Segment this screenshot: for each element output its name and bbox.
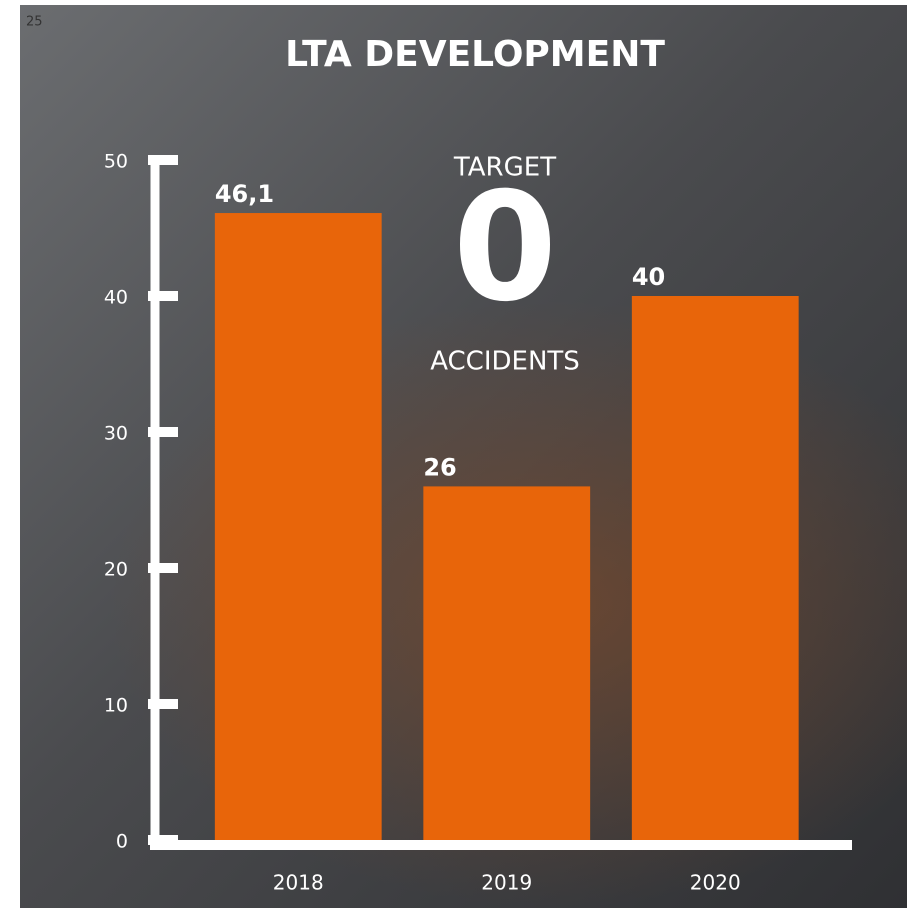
annotation-big: 0	[453, 161, 557, 335]
value-label: 40	[632, 263, 665, 291]
value-label: 46,1	[215, 180, 274, 208]
value-label: 26	[423, 453, 456, 481]
y-tick-label: 30	[104, 423, 128, 445]
page-number: 25	[26, 15, 43, 30]
bar	[214, 213, 382, 841]
y-tick-label: 40	[104, 287, 128, 309]
x-tick-label: 2018	[273, 871, 324, 895]
bar	[423, 486, 591, 840]
y-tick-label: 10	[104, 695, 128, 717]
y-tick-label: 0	[116, 831, 128, 853]
y-tick-label: 50	[104, 151, 128, 173]
y-tick-label: 20	[104, 559, 128, 581]
annotation: TARGET	[453, 153, 556, 183]
annotation: ACCIDENTS	[430, 347, 580, 377]
bar	[631, 296, 799, 840]
x-tick-label: 2019	[481, 871, 532, 895]
x-tick-label: 2020	[690, 871, 741, 895]
chart-title: LTA DEVELOPMENT	[285, 34, 665, 75]
